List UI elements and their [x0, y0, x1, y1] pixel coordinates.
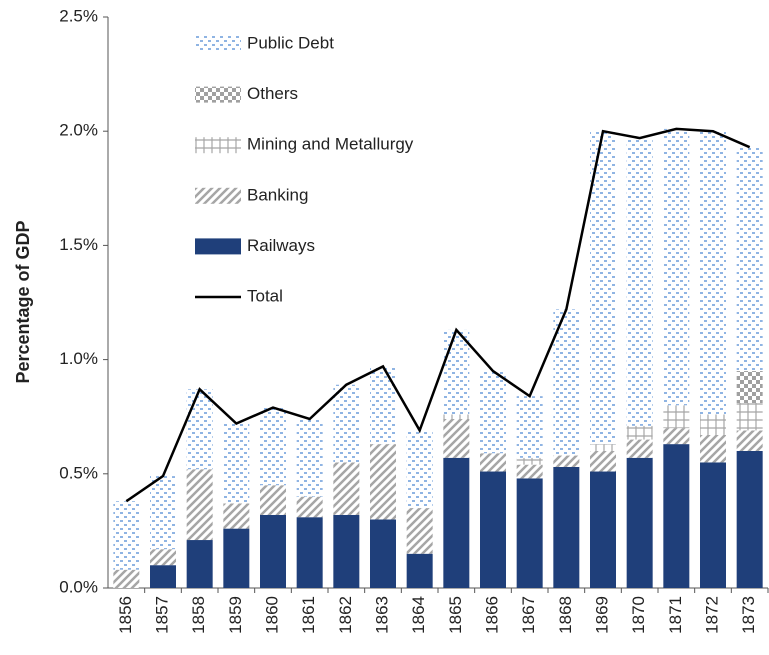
legend-swatch — [195, 187, 241, 204]
bar-segment — [516, 457, 543, 465]
bar-segment — [406, 430, 433, 509]
x-tick-label: 1866 — [482, 596, 501, 634]
bar-segment — [516, 464, 543, 479]
bar-segment — [516, 478, 543, 588]
legend-label: Banking — [247, 185, 308, 204]
bar-segment — [113, 501, 140, 570]
bar-segment — [736, 450, 763, 588]
y-tick-label: 2.0% — [59, 121, 98, 140]
bar-segment — [553, 309, 580, 456]
y-tick-label: 2.5% — [59, 6, 98, 25]
bar-segment — [443, 457, 470, 588]
bar-segment — [590, 131, 616, 445]
bar-segment — [443, 414, 470, 419]
bar-segment — [186, 389, 213, 470]
bar-segment — [700, 131, 726, 415]
bar-segment — [590, 471, 616, 588]
bar-segment — [406, 553, 433, 588]
bar-segment — [223, 503, 250, 529]
bar-segment — [406, 508, 433, 554]
x-tick-label: 1860 — [262, 596, 281, 634]
bar-segment — [626, 425, 653, 440]
x-tick-label: 1865 — [446, 596, 465, 634]
bar-segment — [370, 519, 396, 588]
bar-segment — [553, 466, 580, 588]
x-tick-label: 1871 — [666, 596, 685, 634]
x-tick-label: 1867 — [519, 596, 538, 634]
legend-swatch — [195, 238, 241, 255]
bar-segment — [553, 455, 580, 467]
x-tick-label: 1857 — [152, 596, 171, 634]
bar-segment — [333, 384, 360, 463]
bar-segment — [223, 423, 250, 504]
x-tick-label: 1873 — [739, 596, 758, 634]
bar-segment — [700, 414, 726, 435]
legend-label: Public Debt — [247, 33, 334, 52]
x-tick-label: 1856 — [116, 596, 135, 634]
bar-segment — [700, 462, 726, 588]
x-tick-label: 1859 — [226, 596, 245, 634]
bar-segment — [626, 439, 653, 458]
bar-segment — [736, 430, 763, 451]
bar-segment — [480, 471, 506, 588]
y-axis-label: Percentage of GDP — [13, 220, 33, 383]
legend-swatch — [195, 137, 241, 154]
bar-segment — [516, 396, 543, 458]
bar-segment — [223, 528, 250, 588]
bar-segment — [663, 128, 690, 406]
legend-label: Others — [247, 84, 298, 103]
bar-segment — [333, 462, 360, 515]
bar-segment — [736, 402, 763, 431]
x-tick-label: 1861 — [299, 596, 318, 634]
bar-segment — [186, 469, 213, 541]
bar-segment — [260, 485, 286, 515]
bar-segment — [150, 565, 176, 588]
x-tick-label: 1869 — [592, 596, 611, 634]
legend-label: Total — [247, 286, 283, 305]
bar-segment — [260, 514, 286, 588]
bar-segment — [480, 453, 506, 472]
x-tick-label: 1872 — [702, 596, 721, 634]
x-tick-label: 1868 — [556, 596, 575, 634]
bar-segment — [370, 444, 396, 520]
bar-segment — [150, 476, 176, 550]
legend-swatch — [195, 36, 241, 52]
bar-segment — [296, 496, 323, 518]
total-line — [125, 127, 751, 503]
bar-segment — [370, 366, 396, 445]
bar-segment — [443, 329, 470, 415]
bar-segment — [150, 549, 176, 566]
x-tick-label: 1864 — [409, 596, 428, 634]
bar-segment — [590, 444, 616, 451]
bar-segment — [626, 457, 653, 588]
bar-segment — [700, 434, 726, 463]
bar-segment — [443, 418, 470, 458]
bar-segment — [663, 405, 690, 429]
x-tick-label: 1858 — [189, 596, 208, 634]
bar-segment — [480, 371, 506, 454]
y-tick-label: 0.0% — [59, 577, 98, 596]
y-tick-label: 0.5% — [59, 463, 98, 482]
bar-segment — [333, 514, 360, 588]
bar-segment — [626, 138, 653, 426]
bar-segment — [736, 147, 763, 372]
legend-swatch — [195, 86, 241, 103]
bar-segment — [296, 517, 323, 588]
x-tick-label: 1862 — [336, 596, 355, 634]
y-tick-label: 1.5% — [59, 235, 98, 254]
bar-segment — [663, 444, 690, 588]
bar-segment — [736, 371, 763, 403]
bar-segment — [260, 407, 286, 486]
legend-label: Railways — [247, 236, 315, 255]
x-tick-label: 1863 — [372, 596, 391, 634]
bar-segment — [590, 450, 616, 472]
legend-label: Mining and Metallurgy — [247, 135, 414, 154]
bar-segment — [296, 418, 323, 497]
y-tick-label: 1.0% — [59, 349, 98, 368]
bar-segment — [113, 569, 140, 588]
bar-segment — [663, 428, 690, 445]
x-tick-label: 1870 — [629, 596, 648, 634]
bar-segment — [186, 540, 213, 588]
